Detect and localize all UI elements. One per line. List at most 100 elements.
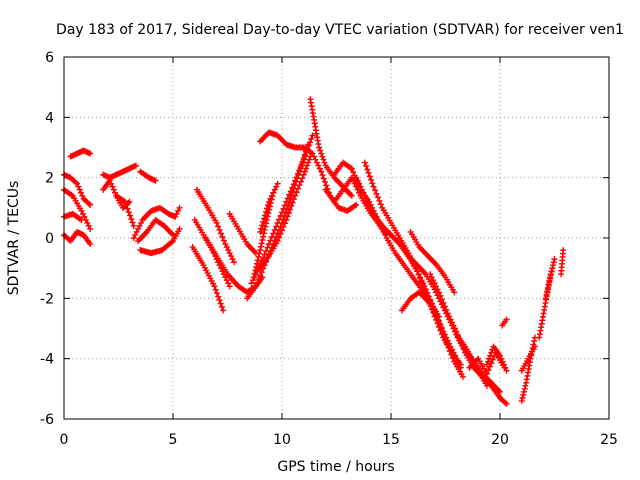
data-point: [437, 292, 444, 299]
data-point: [321, 159, 328, 166]
data-point: [75, 183, 82, 190]
plot-frame: [63, 56, 610, 420]
data-point: [531, 343, 538, 350]
data-point: [84, 219, 91, 226]
data-point: [503, 400, 510, 407]
data-point: [173, 210, 180, 217]
data-point: [219, 233, 226, 240]
data-point: [228, 253, 235, 260]
y-tick-label: 6: [45, 50, 54, 66]
data-point: [300, 156, 307, 163]
data-point: [212, 286, 219, 293]
data-point: [310, 153, 317, 160]
data-point: [253, 260, 260, 267]
data-point: [263, 216, 270, 223]
data-point: [78, 216, 85, 223]
data-point: [309, 132, 316, 139]
data-point: [274, 238, 281, 245]
data-point: [129, 219, 136, 226]
data-point: [216, 297, 223, 304]
data-point: [306, 156, 313, 163]
data-point: [546, 277, 553, 284]
data-point: [271, 226, 278, 233]
data-point: [305, 159, 312, 166]
data-point: [301, 168, 308, 175]
y-tick-label: 0: [45, 231, 54, 247]
x-tick-label: 0: [60, 432, 69, 448]
data-point: [218, 303, 225, 310]
data-point: [451, 325, 458, 332]
data-point: [287, 206, 294, 213]
data-point: [124, 205, 131, 212]
data-point: [356, 180, 363, 187]
data-point: [547, 274, 554, 281]
data-point: [485, 367, 492, 374]
data-point: [263, 248, 270, 255]
grid-lines: [64, 57, 609, 419]
data-point: [427, 271, 434, 278]
x-tick-label: 15: [382, 432, 400, 448]
series-trace-12: [137, 225, 183, 257]
data-point: [318, 150, 325, 157]
data-point: [215, 293, 222, 300]
data-point: [287, 188, 294, 195]
data-point: [270, 230, 277, 237]
data-point: [297, 178, 304, 185]
data-point: [364, 198, 371, 205]
data-point: [254, 257, 261, 264]
y-axis-label: SDTVAR / TECUs: [6, 181, 22, 296]
data-point: [274, 180, 281, 187]
data-point: [125, 209, 132, 216]
data-point: [175, 207, 182, 214]
data-point: [220, 237, 227, 244]
data-point: [433, 283, 440, 290]
data-point: [258, 269, 265, 276]
data-point: [437, 323, 444, 330]
data-point: [250, 274, 257, 281]
data-point: [273, 183, 280, 190]
data-point: [430, 277, 437, 284]
data-point: [277, 230, 284, 237]
data-point: [254, 279, 261, 286]
data-point: [288, 203, 295, 210]
data-point: [136, 222, 143, 229]
data-point: [87, 241, 94, 248]
data-point: [255, 276, 262, 283]
data-point: [267, 203, 274, 210]
data-point: [531, 338, 538, 345]
data-point: [543, 291, 550, 298]
data-point: [78, 189, 85, 196]
data-point: [261, 226, 268, 233]
data-point: [271, 186, 278, 193]
y-tick-label: -2: [40, 291, 54, 307]
data-point: [110, 186, 117, 193]
chart-title: Day 183 of 2017, Sidereal Day-to-day VTE…: [56, 22, 624, 38]
data-point: [259, 222, 266, 229]
data-point: [213, 219, 220, 226]
data-point: [268, 233, 275, 240]
data-point: [442, 337, 449, 344]
data-point: [172, 213, 179, 220]
series-trace-34: [453, 331, 503, 395]
series-trace-11: [135, 216, 176, 245]
data-point: [108, 180, 115, 187]
data-point: [211, 283, 218, 290]
data-point: [215, 223, 222, 230]
data-point: [274, 219, 281, 226]
data-point: [293, 189, 300, 196]
data-point: [132, 162, 139, 169]
data-point: [348, 165, 355, 172]
series-trace-22: [250, 189, 277, 281]
data-point: [440, 330, 447, 337]
data-point: [297, 163, 304, 170]
data-point: [276, 216, 283, 223]
data-point: [486, 355, 493, 362]
data-point: [459, 373, 466, 380]
data-point: [446, 348, 453, 355]
series-trace-23: [257, 129, 307, 151]
data-point: [300, 171, 307, 178]
data-point: [364, 166, 371, 173]
data-point: [267, 199, 274, 206]
y-tick-label: 2: [45, 171, 54, 187]
data-point: [415, 271, 422, 278]
